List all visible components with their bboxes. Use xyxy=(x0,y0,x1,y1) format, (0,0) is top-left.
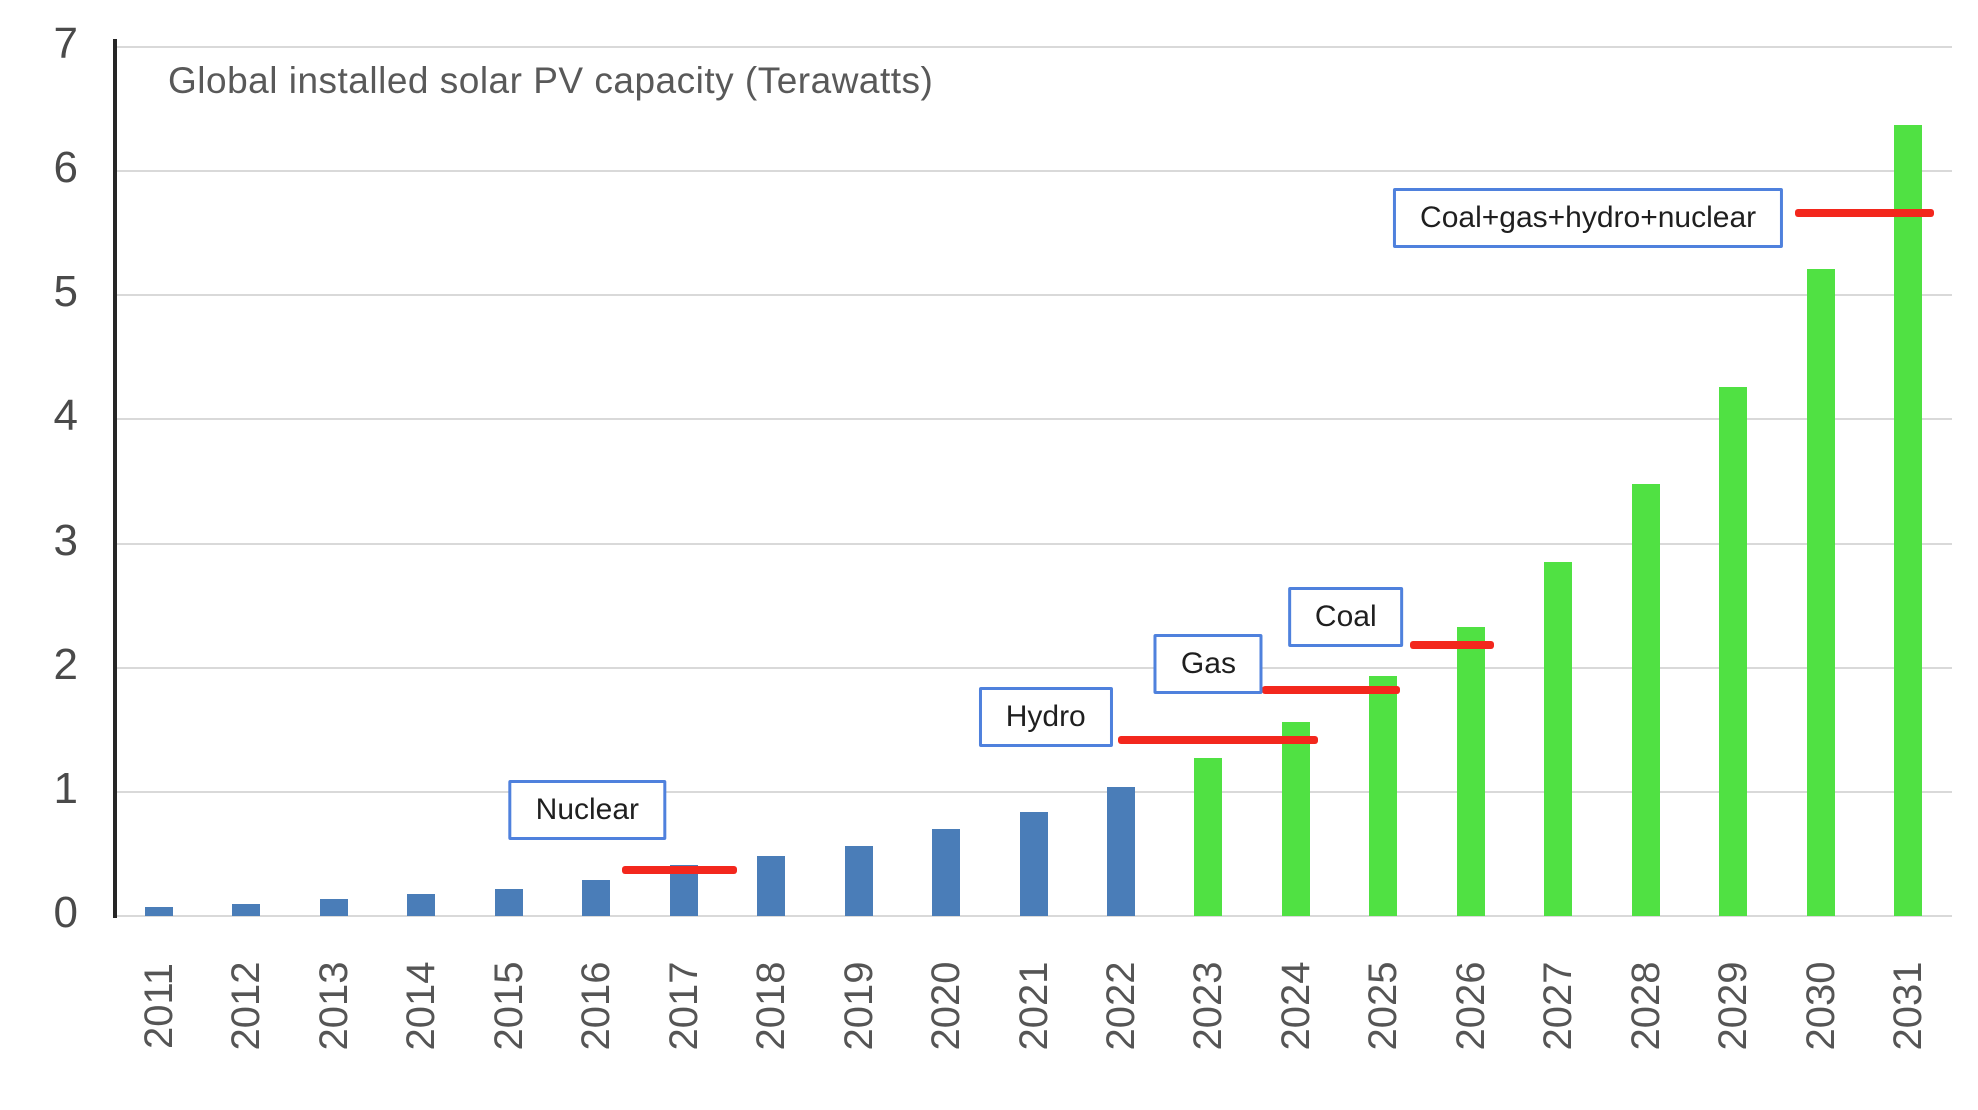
x-tick-label-2015: 2015 xyxy=(486,961,531,1051)
bar-2012 xyxy=(232,903,261,916)
x-tick-label-2018: 2018 xyxy=(749,961,794,1051)
bar-2027 xyxy=(1544,562,1573,916)
bar-2026 xyxy=(1456,626,1485,916)
y-tick-label-4: 4 xyxy=(53,391,78,441)
bar-2028 xyxy=(1631,483,1660,916)
x-tick-label-2019: 2019 xyxy=(836,961,881,1051)
x-tick-label-2013: 2013 xyxy=(311,961,356,1051)
x-tick-label-2024: 2024 xyxy=(1273,961,1318,1051)
reference-label-gas: Gas xyxy=(1153,633,1263,694)
x-tick-label-2014: 2014 xyxy=(399,961,444,1051)
x-tick-label-2016: 2016 xyxy=(574,961,619,1051)
gridline-y0 xyxy=(115,915,1952,917)
y-tick-label-1: 1 xyxy=(53,763,78,813)
bar-2013 xyxy=(319,898,348,916)
gridline-y2 xyxy=(115,666,1952,669)
bar-2031 xyxy=(1894,125,1923,916)
bar-2029 xyxy=(1719,387,1748,916)
reference-label-coal: Coal xyxy=(1287,586,1404,647)
x-tick-label-2017: 2017 xyxy=(661,961,706,1051)
bar-2016 xyxy=(582,879,611,916)
x-tick-label-2028: 2028 xyxy=(1623,961,1668,1051)
reference-label-coal-gas-hydro-nuclear: Coal+gas+hydro+nuclear xyxy=(1393,188,1784,249)
x-tick-label-2021: 2021 xyxy=(1011,961,1056,1051)
reference-line-gas xyxy=(1261,686,1401,695)
bar-2022 xyxy=(1106,786,1135,916)
gridline-y1 xyxy=(115,790,1952,793)
bar-2015 xyxy=(494,888,523,916)
x-tick-label-2012: 2012 xyxy=(224,961,269,1051)
x-tick-label-2031: 2031 xyxy=(1886,961,1931,1051)
y-tick-label-7: 7 xyxy=(53,19,78,68)
chart-title: Global installed solar PV capacity (Tera… xyxy=(168,60,934,101)
bar-2011 xyxy=(144,907,173,916)
x-tick-label-2025: 2025 xyxy=(1361,961,1406,1051)
bar-2030 xyxy=(1806,269,1835,916)
bar-2020 xyxy=(932,829,961,916)
x-tick-label-2023: 2023 xyxy=(1186,961,1231,1051)
gridline-y7 xyxy=(115,46,1952,48)
y-axis-line xyxy=(113,39,117,918)
x-tick-label-2030: 2030 xyxy=(1798,961,1843,1051)
y-tick-label-6: 6 xyxy=(53,143,78,193)
x-tick-label-2020: 2020 xyxy=(924,961,969,1051)
gridline-y6 xyxy=(115,170,1952,173)
bar-2019 xyxy=(844,846,873,916)
bar-2014 xyxy=(407,893,436,916)
reference-line-coal-gas-hydro-nuclear xyxy=(1794,209,1934,218)
x-tick-label-2022: 2022 xyxy=(1098,961,1143,1051)
x-tick-label-2027: 2027 xyxy=(1536,961,1581,1051)
bar-2025 xyxy=(1369,676,1398,916)
gridline-y5 xyxy=(115,294,1952,297)
gridline-y4 xyxy=(115,418,1952,421)
bar-2021 xyxy=(1019,811,1048,916)
y-tick-label-3: 3 xyxy=(53,515,78,565)
reference-line-coal xyxy=(1409,641,1494,650)
y-tick-label-0: 0 xyxy=(53,888,78,937)
reference-label-nuclear: Nuclear xyxy=(508,780,667,841)
x-tick-label-2029: 2029 xyxy=(1711,961,1756,1051)
x-tick-label-2011: 2011 xyxy=(136,963,181,1050)
bar-2018 xyxy=(757,856,786,916)
reference-label-hydro: Hydro xyxy=(978,687,1113,748)
y-tick-label-2: 2 xyxy=(53,639,78,689)
x-tick-label-2026: 2026 xyxy=(1448,961,1493,1051)
bar-2024 xyxy=(1281,722,1310,916)
reference-line-hydro xyxy=(1118,735,1318,744)
bar-2023 xyxy=(1194,758,1223,916)
gridline-y3 xyxy=(115,542,1952,545)
reference-line-nuclear xyxy=(622,866,737,875)
y-tick-label-5: 5 xyxy=(53,267,78,317)
